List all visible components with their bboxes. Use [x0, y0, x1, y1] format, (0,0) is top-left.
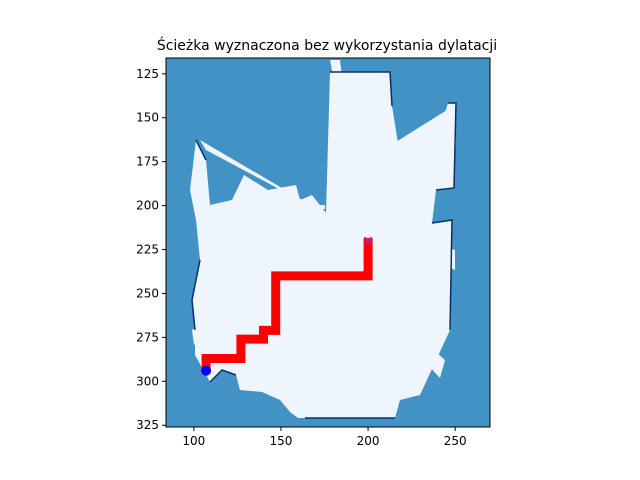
scan-ray: [200, 140, 328, 215]
scan-ray: [335, 105, 456, 180]
start-marker: [201, 365, 212, 376]
obstacle-edge: [330, 71, 393, 107]
obstacle-edge: [431, 219, 453, 331]
y-tick-label: 300: [136, 374, 159, 388]
x-axis: 100 150 200 250: [182, 427, 467, 448]
path-line: [201, 238, 373, 374]
y-tick-label: 125: [136, 67, 159, 81]
chart-title: Ścieżka wyznaczona bez wykorzystania dyl…: [157, 36, 497, 54]
obstacle-edges: [191, 71, 457, 419]
obstacle-edge: [209, 369, 237, 383]
plot-area: [166, 58, 490, 427]
y-tick-label: 225: [136, 243, 159, 257]
y-tick-label: 275: [136, 330, 159, 344]
obstacle-edge: [435, 102, 457, 191]
scan-ray: [340, 210, 455, 270]
x-tick-label: 200: [357, 434, 380, 448]
goal-marker: [363, 236, 373, 245]
obstacle-edge: [191, 259, 201, 331]
x-tick-label: 100: [182, 434, 205, 448]
wall-band: [205, 205, 325, 209]
plot-frame: [165, 57, 491, 428]
y-tick-label: 200: [136, 199, 159, 213]
scan-ray: [330, 60, 360, 220]
obstacle-edge: [195, 139, 207, 161]
y-tick-label: 325: [136, 418, 159, 432]
goal-marker-stroke: [363, 236, 373, 245]
y-axis: 125 150 175 200 225 250 275 300 325: [136, 67, 166, 432]
x-tick-label: 150: [270, 434, 293, 448]
y-tick-label: 250: [136, 286, 159, 300]
scan-ray: [330, 260, 445, 378]
x-tick-label: 250: [444, 434, 467, 448]
y-tick-label: 150: [136, 111, 159, 125]
free-space-map: [190, 60, 456, 418]
y-tick-label: 175: [136, 155, 159, 169]
